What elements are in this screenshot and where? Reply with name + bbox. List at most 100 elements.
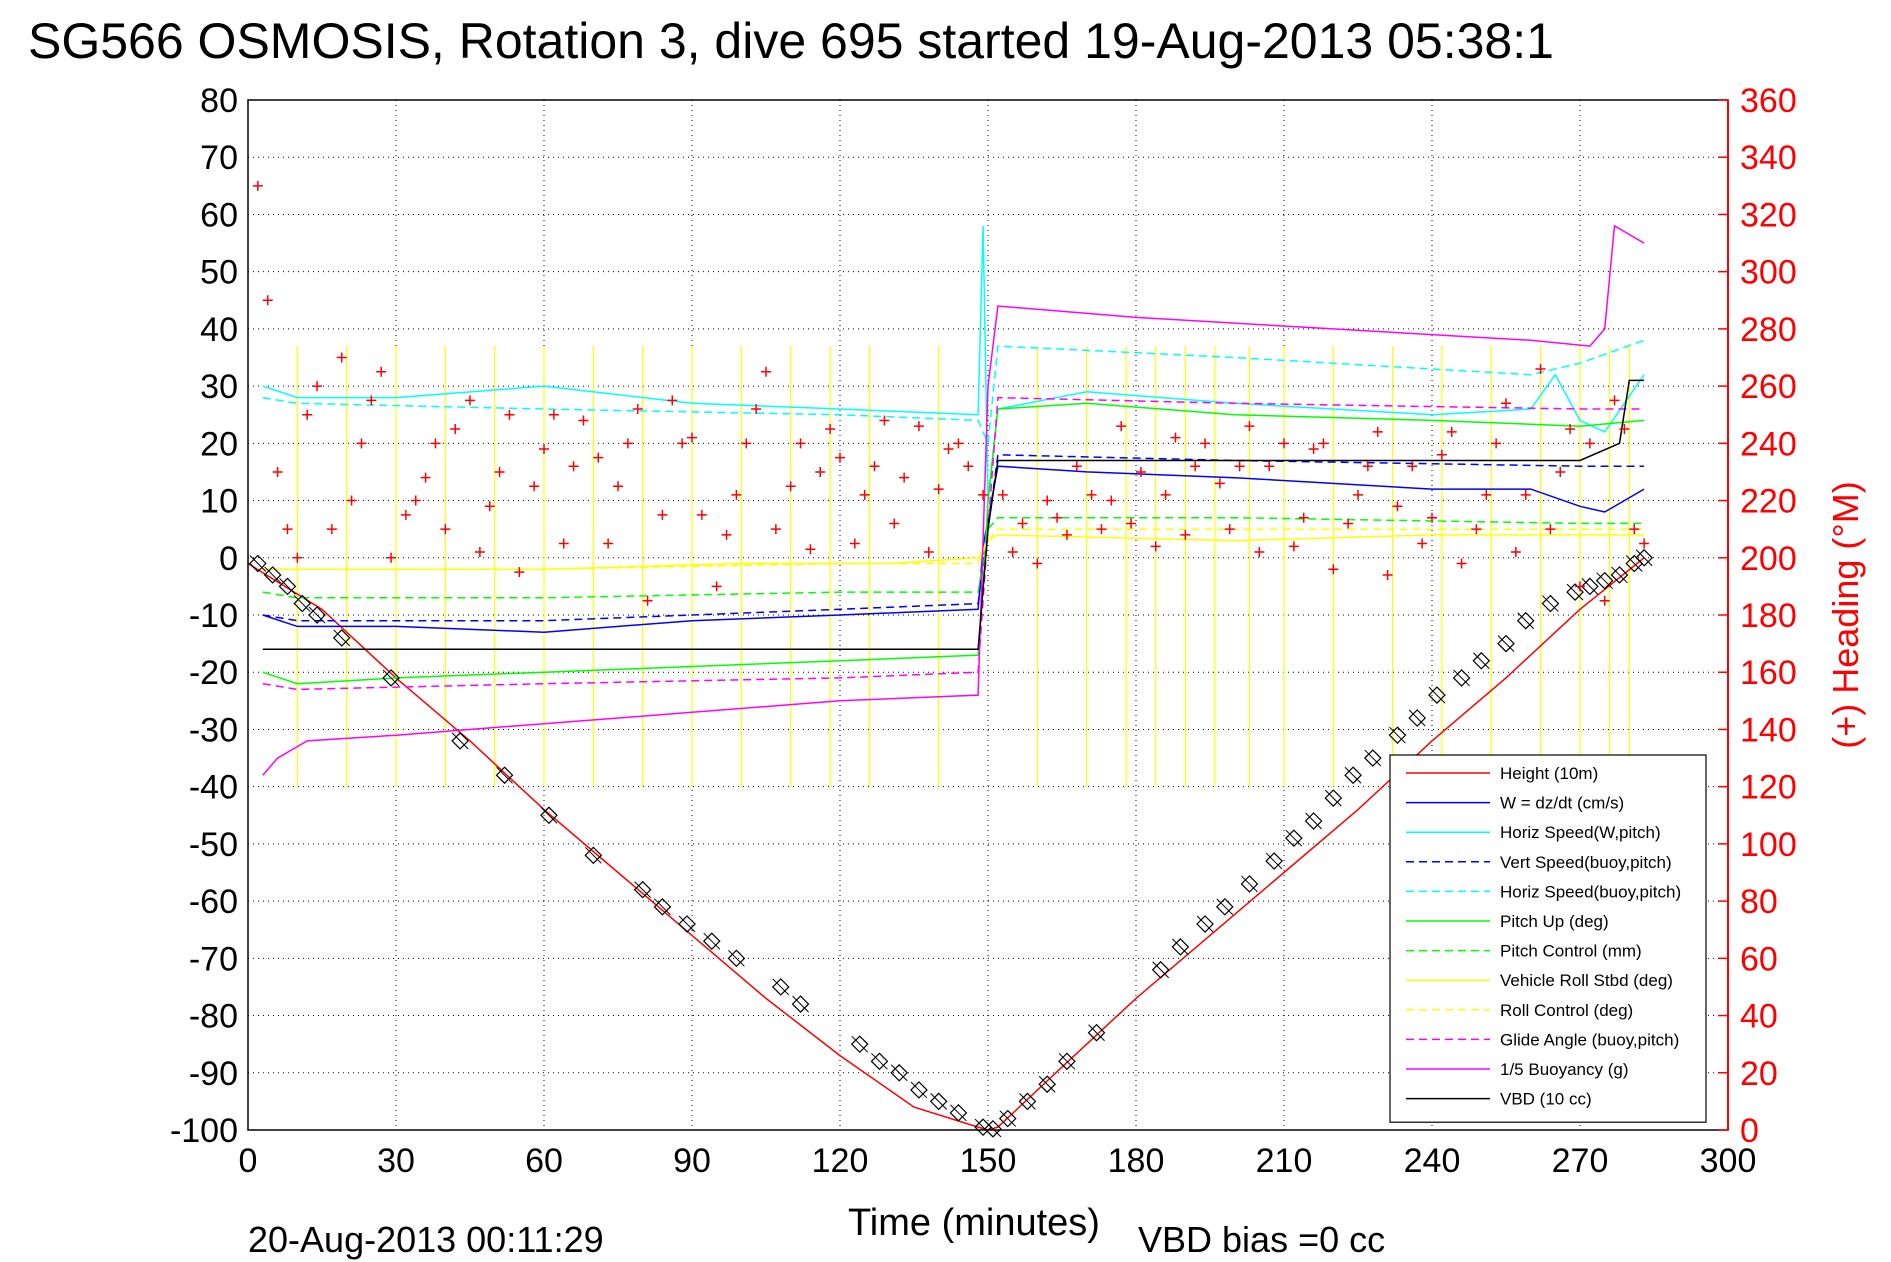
heading-point (1372, 426, 1383, 437)
heading-point (1288, 541, 1299, 552)
vbd-marker (949, 1103, 968, 1122)
vbd-marker-cross (264, 566, 282, 584)
vbd-marker (929, 1092, 948, 1111)
series-line (262, 379, 1645, 651)
heading-point (677, 438, 688, 449)
vbd-marker-cross (1408, 709, 1426, 727)
y2-tick-label: 100 (1740, 826, 1797, 864)
heading-point (336, 352, 347, 363)
vbd-marker-cross (382, 669, 400, 687)
x-tick-label: 270 (1552, 1142, 1609, 1180)
vbd-marker (1285, 829, 1303, 848)
y-tick-label: -40 (189, 769, 238, 807)
y2-tick-label: 120 (1740, 769, 1797, 807)
vbd-marker-cross (851, 1035, 869, 1053)
heading-point (1254, 547, 1265, 558)
heading-point (1491, 438, 1502, 449)
y-axis-ticks: 80 70 60 50 40 30 20 10 0 -10 -20 -30 -40 -50 -60 -70 -8… (170, 82, 238, 1150)
y2-tick-label: 300 (1740, 254, 1797, 292)
vbd-marker (1304, 812, 1323, 830)
vbd-marker-cross (1058, 1052, 1076, 1070)
y-tick-label: -80 (189, 998, 238, 1036)
vbd-marker-cross (1241, 875, 1258, 893)
heading-point (1609, 395, 1620, 406)
heading-point (1545, 524, 1556, 535)
heading-point (687, 432, 697, 443)
heading-point (1535, 363, 1546, 374)
legend-label: Pitch Control (mm) (1500, 942, 1642, 961)
heading-point (1106, 495, 1117, 506)
heading-point (578, 415, 589, 426)
heading-point (400, 509, 411, 520)
x-tick-label: 180 (1108, 1142, 1165, 1180)
heading-point (751, 404, 762, 414)
heading-point (1427, 512, 1437, 523)
heading-point (1170, 432, 1181, 443)
vbd-marker (771, 978, 790, 996)
heading-point (953, 438, 964, 449)
vbd-marker (1635, 548, 1653, 567)
heading-point (1456, 558, 1467, 569)
heading-point (603, 538, 614, 549)
heading-point (514, 567, 525, 578)
legend-label: Horiz Speed(buoy,pitch) (1500, 882, 1681, 901)
heading-point (1214, 478, 1225, 489)
heading-point (835, 452, 845, 463)
x-tick-label: 30 (377, 1142, 415, 1180)
vbd-markers (249, 548, 1653, 1138)
heading-point (1436, 449, 1447, 460)
heading-point (613, 481, 623, 492)
heading-point (1279, 438, 1289, 449)
vbd-marker-cross (772, 978, 790, 996)
heading-point (770, 524, 781, 535)
vbd-marker (870, 1052, 889, 1071)
vbd-marker-cross (584, 846, 602, 864)
vbd-marker (278, 577, 297, 596)
vbd-marker-cross (1152, 961, 1170, 979)
heading-point (1052, 512, 1063, 523)
heading-point (312, 381, 323, 392)
heading-point (1086, 489, 1097, 500)
y-tick-label: -100 (170, 1112, 238, 1150)
y-tick-label: 30 (200, 368, 238, 406)
vbd-marker (451, 732, 469, 750)
heading-point (1510, 547, 1521, 558)
heading-point (1362, 461, 1373, 472)
vbd-marker-cross (984, 1120, 1002, 1138)
vbd-marker-cross (1453, 669, 1470, 687)
vbd-marker (584, 846, 603, 865)
heading-points (252, 180, 1650, 606)
vbd-marker (1058, 1052, 1076, 1071)
vbd-marker (1215, 897, 1234, 916)
heading-point (484, 501, 495, 512)
heading-point (849, 538, 860, 549)
vbd-marker-cross (910, 1081, 928, 1099)
vbd-marker-cross (999, 1110, 1017, 1127)
heading-point (1200, 438, 1211, 449)
heading-point (346, 495, 357, 506)
vbd-marker-cross (1038, 1075, 1056, 1093)
heading-point (529, 481, 540, 492)
heading-point (1565, 424, 1576, 435)
vbd-marker (249, 554, 267, 573)
heading-point (1071, 461, 1082, 472)
vbd-marker (332, 629, 351, 647)
chart-title: SG566 OSMOSIS, Rotation 3, dive 695 star… (28, 13, 1554, 69)
vbd-marker-cross (950, 1104, 967, 1122)
y-tick-label: 0 (219, 540, 238, 578)
heading-point (667, 395, 678, 406)
heading-point (504, 409, 515, 420)
x-tick-label: 60 (525, 1142, 563, 1180)
heading-point (292, 552, 303, 563)
y-tick-label: -50 (189, 826, 238, 864)
x-tick-label: 300 (1700, 1142, 1757, 1180)
heading-point (539, 444, 549, 455)
heading-point (731, 489, 742, 500)
heading-point (1007, 547, 1018, 558)
vbd-marker (1324, 789, 1343, 807)
x-tick-label: 0 (239, 1142, 258, 1180)
vbd-marker (1497, 634, 1515, 653)
heading-point (1308, 444, 1319, 455)
y-tick-label: 70 (200, 139, 238, 177)
vbd-marker (910, 1081, 928, 1099)
